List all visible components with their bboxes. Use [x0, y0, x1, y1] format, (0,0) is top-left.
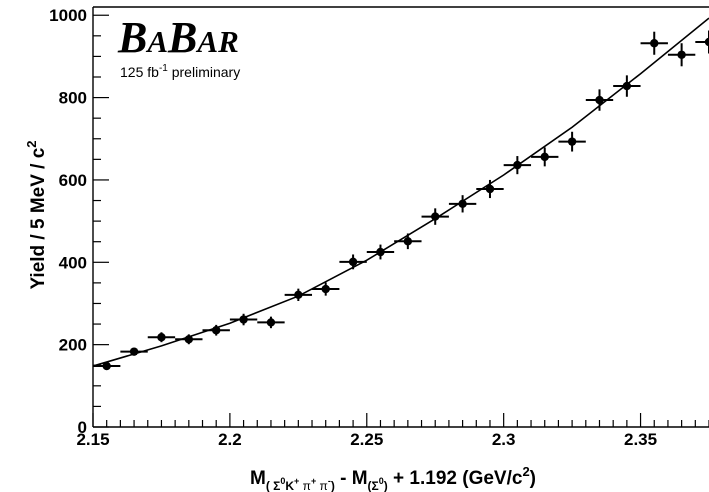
y-axis-ticks	[93, 14, 109, 428]
y-axis-tick-labels: 0 200 400 600 800 1000	[49, 6, 87, 437]
point-marker	[677, 50, 686, 59]
data-point	[93, 361, 121, 371]
data-point	[667, 43, 696, 67]
point-marker	[239, 315, 248, 324]
point-marker	[157, 333, 166, 342]
data-point	[366, 244, 395, 260]
point-marker	[567, 137, 577, 146]
point-marker	[622, 81, 632, 91]
data-point	[120, 347, 148, 356]
point-marker	[321, 284, 330, 294]
point-marker	[184, 335, 194, 344]
point-marker	[376, 247, 385, 257]
x-tick-label: 2.15	[76, 430, 109, 449]
y-tick-label: 200	[59, 336, 87, 355]
data-point	[175, 334, 203, 345]
data-point	[394, 233, 422, 250]
babar-logo: BABAR	[117, 13, 239, 62]
data-point	[585, 89, 614, 111]
y-tick-label: 600	[59, 171, 87, 190]
data-point	[476, 179, 504, 199]
point-marker	[294, 290, 303, 300]
x-tick-label: 2.3	[492, 430, 516, 449]
data-point	[284, 288, 313, 301]
data-point	[312, 282, 340, 296]
data-point	[613, 75, 641, 97]
x-tick-label: 2.35	[624, 430, 657, 449]
x-axis-tick-labels: 2.15 2.2 2.25 2.3 2.35	[76, 430, 657, 449]
point-marker	[431, 212, 440, 221]
point-marker	[595, 95, 604, 105]
point-marker	[540, 152, 549, 162]
point-marker	[102, 361, 111, 371]
data-point	[147, 332, 176, 343]
point-marker	[650, 39, 659, 48]
data-point	[695, 30, 709, 54]
point-marker	[266, 318, 276, 327]
x-axis-title: M( Σ0K+ π+ π-) - M(Σ0) + 1.192 (GeV/c2)	[250, 464, 536, 492]
data-point	[448, 195, 477, 213]
data-point	[339, 254, 367, 270]
data-point	[558, 131, 586, 152]
x-tick-label: 2.2	[218, 430, 242, 449]
x-tick-label: 2.25	[350, 430, 383, 449]
data-point	[229, 313, 258, 326]
point-marker	[212, 326, 221, 335]
x-axis-ticks	[92, 413, 709, 427]
y-tick-label: 400	[59, 253, 87, 272]
point-marker	[704, 37, 709, 47]
point-marker	[458, 199, 467, 209]
y-tick-label: 0	[78, 418, 87, 437]
point-marker	[348, 257, 358, 267]
data-points	[93, 30, 709, 371]
point-marker	[485, 184, 495, 194]
y-axis-title: Yield / 5 MeV / c2	[24, 140, 49, 289]
y-tick-label: 1000	[49, 6, 87, 25]
data-point	[640, 31, 668, 55]
point-marker	[129, 347, 139, 356]
data-point	[421, 208, 449, 225]
data-point	[202, 324, 230, 336]
point-marker	[403, 237, 413, 246]
y-tick-label: 800	[59, 89, 87, 108]
data-point	[257, 316, 285, 329]
luminosity-label: 125 fb-1 preliminary	[120, 63, 240, 80]
data-point	[531, 147, 559, 167]
point-marker	[513, 160, 522, 170]
data-point	[503, 156, 532, 175]
